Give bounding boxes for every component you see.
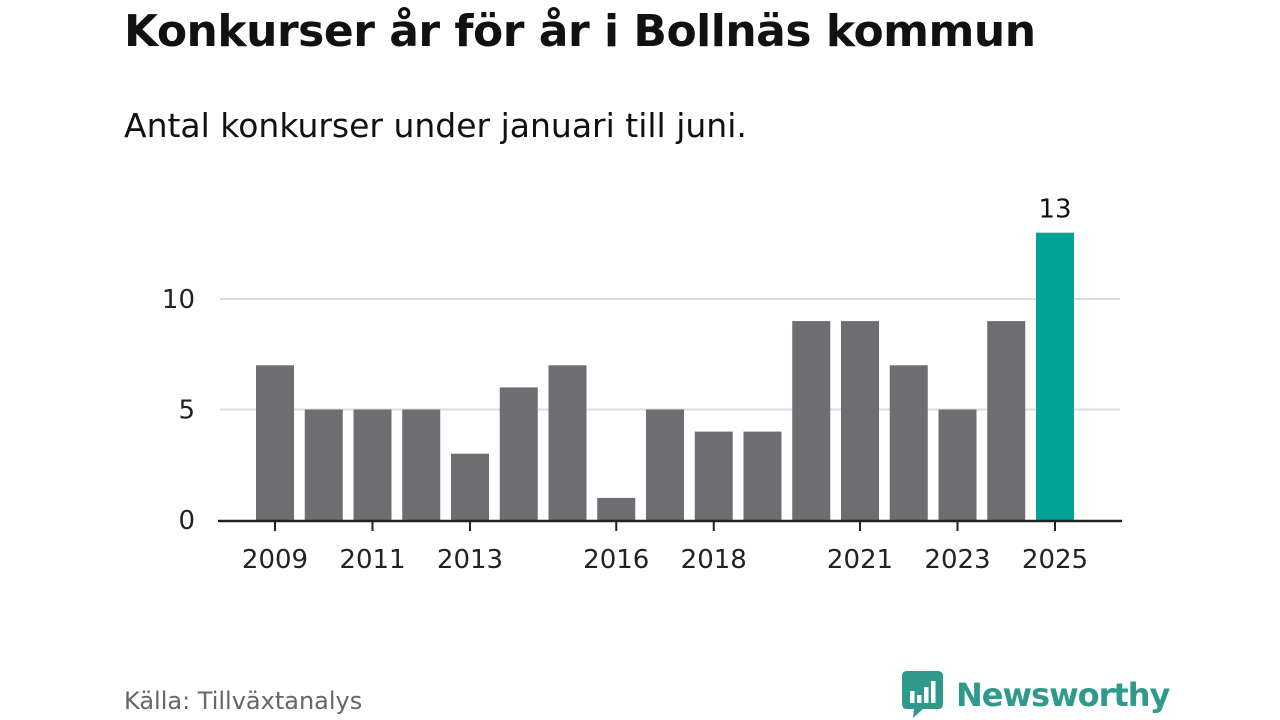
brand-name: Newsworthy (956, 676, 1170, 714)
bar-chart: 0 5 10 2009 2011 2013 2016 2018 2021 2023 2025 13 (162, 195, 1122, 575)
bars (256, 232, 1074, 520)
bar-2009 (256, 365, 294, 520)
bar-2023 (938, 409, 977, 520)
y-tick-label: 0 (178, 506, 195, 536)
brand-logo: Newsworthy (902, 671, 1170, 719)
x-tick-label: 2016 (583, 545, 649, 575)
bar-2012 (402, 409, 441, 520)
x-tick-label: 2009 (242, 545, 308, 575)
chart-subtitle: Antal konkurser under januari till juni. (124, 106, 747, 145)
bar-2017 (646, 409, 684, 520)
x-tick-label: 2013 (437, 545, 503, 575)
source-note: Källa: Tillväxtanalys (124, 687, 363, 715)
data-label-2025: 13 (1038, 195, 1071, 225)
bar-2019 (743, 431, 782, 520)
y-tick-label: 5 (178, 396, 195, 426)
bar-2011 (353, 409, 392, 520)
bar-2016 (597, 497, 636, 520)
bar-2015 (548, 365, 587, 520)
x-tick-label: 2021 (827, 545, 893, 575)
newsworthy-chart-bubble-icon (902, 671, 943, 718)
axes (218, 519, 1122, 531)
chart-title: Konkurser år för år i Bollnäs kommun (124, 6, 1036, 57)
bar-2018 (694, 431, 733, 520)
y-tick-label: 10 (162, 285, 195, 315)
bar-2021 (841, 321, 879, 520)
bar-2025 (1036, 232, 1074, 520)
bar-2024 (987, 321, 1026, 520)
x-tick-label: 2011 (339, 545, 405, 575)
bar-2022 (889, 365, 928, 520)
labels: 0 5 10 2009 2011 2013 2016 2018 2021 2023 2025 13 (162, 195, 1088, 575)
x-tick-label: 2018 (681, 545, 747, 575)
bar-2020 (792, 321, 831, 520)
bar-2014 (499, 387, 538, 520)
x-tick-label: 2023 (924, 545, 990, 575)
bar-2010 (304, 409, 343, 520)
x-tick-label: 2025 (1022, 545, 1088, 575)
bar-2013 (451, 453, 489, 520)
gridlines (220, 298, 1120, 411)
